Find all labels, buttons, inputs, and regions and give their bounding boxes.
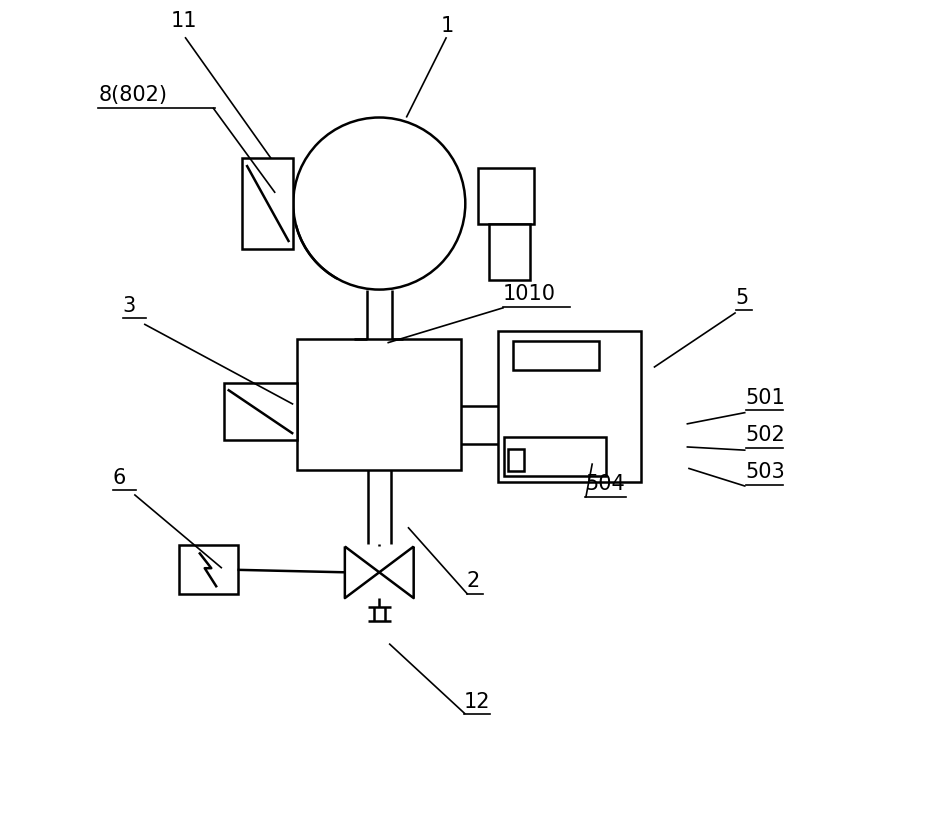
- Bar: [242, 158, 294, 248]
- Bar: [513, 342, 599, 370]
- Text: 1: 1: [440, 16, 454, 35]
- Bar: [504, 437, 606, 476]
- Bar: [178, 545, 238, 595]
- Text: 3: 3: [123, 296, 136, 316]
- Bar: [508, 449, 525, 472]
- Text: 2: 2: [467, 571, 480, 592]
- Text: 12: 12: [464, 691, 491, 712]
- Text: 504: 504: [585, 474, 625, 494]
- Bar: [489, 224, 530, 280]
- Text: 502: 502: [745, 425, 785, 446]
- Text: 503: 503: [745, 462, 785, 482]
- Text: 5: 5: [736, 288, 749, 308]
- Text: 11: 11: [170, 12, 197, 31]
- Bar: [478, 168, 534, 224]
- Bar: [297, 339, 461, 470]
- Text: 1010: 1010: [503, 285, 556, 304]
- Text: 501: 501: [745, 388, 785, 408]
- Bar: [223, 383, 297, 441]
- Bar: [498, 331, 641, 482]
- Text: 8(802): 8(802): [98, 85, 168, 106]
- Text: 6: 6: [113, 468, 126, 488]
